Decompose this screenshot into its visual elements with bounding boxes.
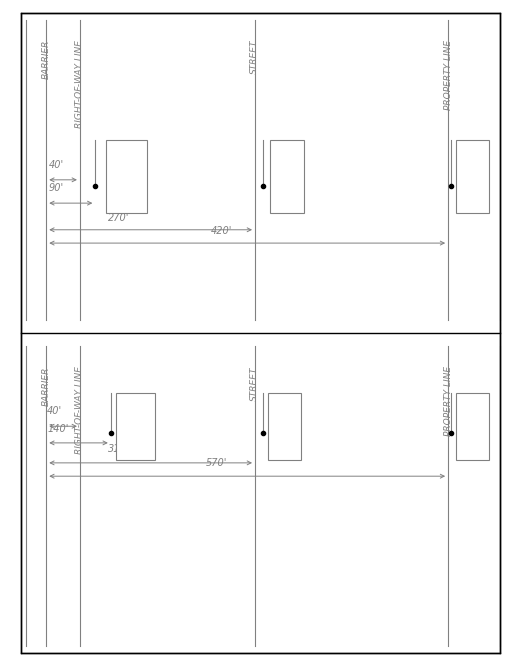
- Text: STREET: STREET: [250, 366, 260, 401]
- Bar: [456, 393, 489, 460]
- Bar: [106, 140, 147, 213]
- Text: 270': 270': [108, 213, 130, 223]
- Text: 140': 140': [47, 424, 69, 434]
- Text: STREET: STREET: [250, 40, 260, 75]
- Bar: [270, 140, 304, 213]
- Bar: [116, 393, 154, 460]
- Text: BARRIER: BARRIER: [42, 366, 51, 406]
- Text: RIGHT-OF-WAY LINE: RIGHT-OF-WAY LINE: [75, 366, 84, 454]
- Text: 420': 420': [211, 226, 233, 236]
- Text: 570': 570': [206, 458, 228, 468]
- Text: 310': 310': [108, 444, 130, 454]
- Text: PROPERTY LINE: PROPERTY LINE: [443, 366, 453, 436]
- Text: 40': 40': [49, 160, 64, 170]
- Text: BARRIER: BARRIER: [42, 40, 51, 79]
- Text: RIGHT-OF-WAY LINE: RIGHT-OF-WAY LINE: [75, 40, 84, 128]
- Text: 90': 90': [49, 183, 64, 193]
- Bar: [268, 393, 301, 460]
- Text: PROPERTY LINE: PROPERTY LINE: [443, 40, 453, 110]
- Text: 40': 40': [46, 406, 61, 416]
- Bar: [456, 140, 489, 213]
